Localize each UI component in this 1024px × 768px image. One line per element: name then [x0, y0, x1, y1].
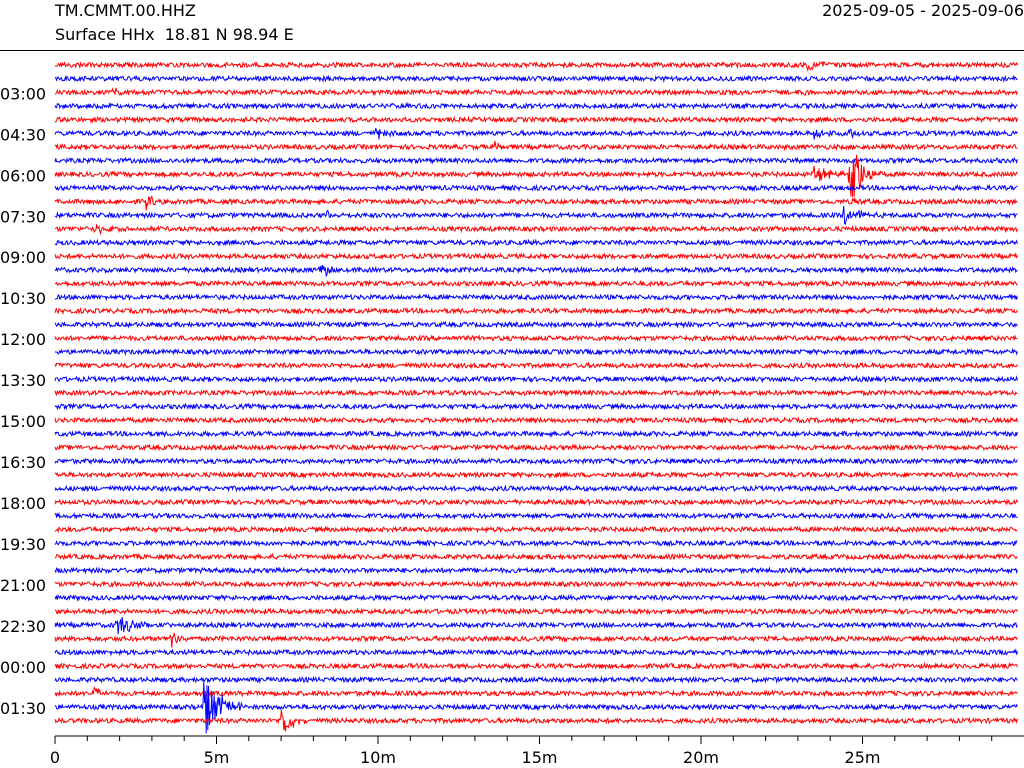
trace-row-7 — [54, 156, 1018, 165]
station-code: TM.CMMT.00.HHZ — [55, 1, 196, 20]
y-tick-label: 07:30 — [0, 207, 46, 226]
y-tick-label: 06:00 — [0, 166, 46, 185]
trace-row-34 — [54, 525, 1018, 534]
y-tick-label: 03:00 — [0, 84, 46, 103]
trace-row-45 — [54, 675, 1018, 684]
trace-row-20 — [54, 333, 1018, 343]
trace-row-17 — [54, 292, 1018, 302]
y-tick-label: 15:00 — [0, 412, 46, 431]
trace-row-31 — [54, 484, 1018, 493]
trace-row-6 — [54, 140, 1018, 152]
trace-row-11 — [54, 205, 1018, 225]
trace-row-37 — [54, 566, 1018, 575]
y-tick-label: 19:30 — [0, 535, 46, 554]
header-divider — [0, 50, 1024, 51]
trace-row-39 — [54, 593, 1018, 602]
trace-row-46 — [54, 686, 1018, 698]
trace-row-15 — [54, 264, 1018, 278]
trace-row-40 — [55, 607, 1018, 616]
trace-row-4 — [54, 115, 1018, 124]
trace-row-19 — [54, 320, 1018, 329]
trace-row-36 — [54, 552, 1018, 561]
y-tick-label: 10:30 — [0, 289, 46, 308]
trace-row-28 — [54, 443, 1018, 452]
trace-row-21 — [54, 347, 1018, 356]
y-tick-label: 21:00 — [0, 576, 46, 595]
y-tick-label: 09:00 — [0, 248, 46, 267]
trace-row-24 — [54, 388, 1018, 398]
trace-row-42 — [54, 632, 1018, 648]
x-tick-label: 20m — [683, 748, 719, 767]
trace-row-9 — [54, 183, 1018, 193]
station-location: Surface HHx 18.81 N 98.94 E — [55, 25, 294, 44]
trace-row-26 — [54, 415, 1018, 425]
x-tick-label: 15m — [522, 748, 558, 767]
trace-row-30 — [54, 470, 1018, 479]
trace-row-3 — [54, 101, 1018, 111]
trace-row-1 — [54, 74, 1018, 83]
y-tick-label: 18:00 — [0, 494, 46, 513]
trace-row-22 — [54, 361, 1018, 370]
y-tick-label: 04:30 — [0, 125, 46, 144]
trace-row-44 — [54, 661, 1018, 671]
trace-row-32 — [54, 497, 1018, 507]
trace-row-8 — [54, 154, 1018, 198]
trace-row-23 — [54, 375, 1018, 384]
trace-row-10 — [54, 195, 1018, 211]
trace-row-12 — [54, 224, 1018, 236]
trace-row-13 — [54, 238, 1018, 247]
x-axis: 0 5m 10m 15m 20m 25m — [50, 735, 1024, 767]
trace-row-5 — [54, 127, 1018, 140]
trace-row-33 — [54, 511, 1018, 521]
x-tick-label: 10m — [360, 748, 396, 767]
trace-row-47 — [54, 681, 1018, 734]
trace-row-48 — [54, 709, 1018, 732]
trace-row-43 — [54, 648, 1018, 657]
x-tick-label: 5m — [204, 748, 230, 767]
y-tick-label: 22:30 — [0, 617, 46, 636]
date-range: 2025-09-05 - 2025-09-06 — [822, 1, 1024, 20]
y-tick-labels: 03:00 04:30 06:00 07:30 09:00 10:30 12:00 13:30… — [0, 84, 46, 718]
y-tick-label: 13:30 — [0, 371, 46, 390]
y-tick-label: 16:30 — [0, 453, 46, 472]
x-tick-label: 0 — [50, 748, 60, 767]
y-tick-label: 01:30 — [0, 699, 46, 718]
trace-row-16 — [54, 279, 1018, 288]
trace-row-0 — [54, 60, 1018, 72]
trace-row-38 — [54, 579, 1018, 589]
seismic-traces — [54, 60, 1018, 734]
trace-row-27 — [54, 429, 1018, 438]
x-tick-label: 25m — [845, 748, 881, 767]
trace-row-35 — [54, 538, 1018, 548]
y-tick-label: 00:00 — [0, 658, 46, 677]
trace-row-41 — [54, 617, 1018, 635]
trace-row-29 — [54, 456, 1018, 466]
y-tick-label: 12:00 — [0, 330, 46, 349]
trace-row-25 — [54, 402, 1018, 411]
trace-row-18 — [54, 306, 1018, 316]
trace-row-14 — [54, 252, 1018, 261]
trace-row-2 — [54, 87, 1018, 97]
